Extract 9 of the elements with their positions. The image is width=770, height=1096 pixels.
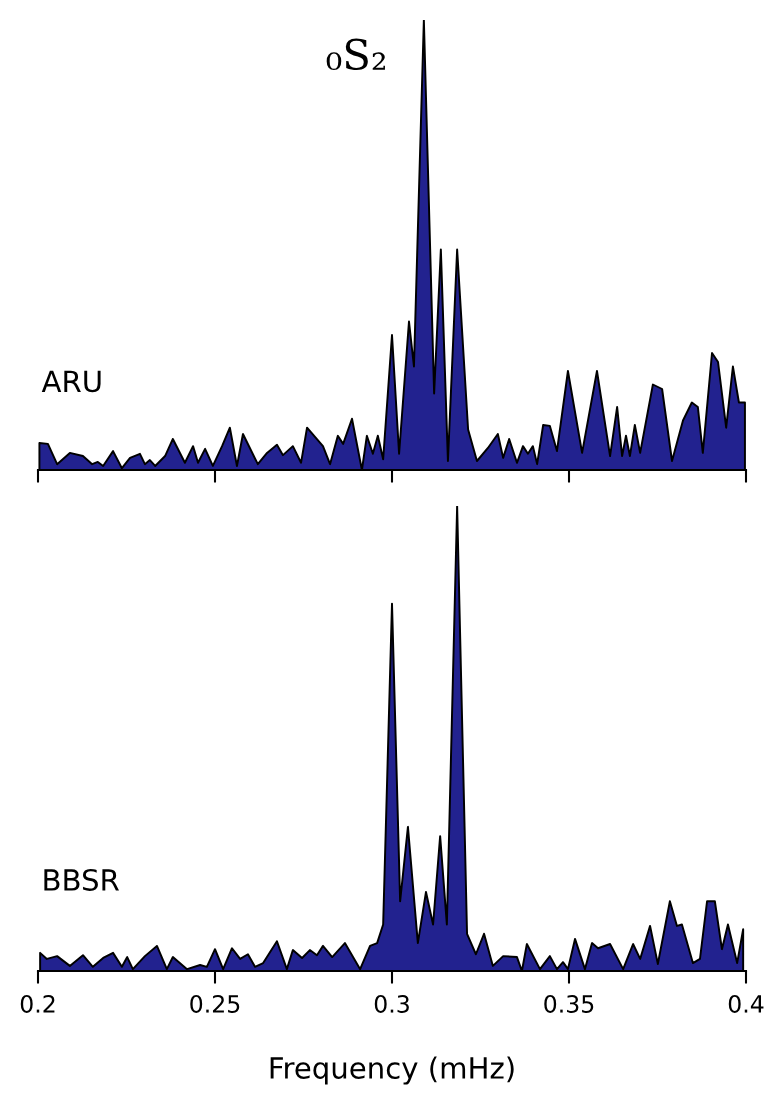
chart-title: ₀S₂ (326, 38, 385, 71)
x-axis-title: Frequency (mHz) (270, 1056, 514, 1085)
text: BBSR (44, 868, 119, 891)
x-tick-label: 0.2 (20, 995, 55, 1013)
x-tick-label: 0.25 (190, 995, 240, 1013)
x-tick-label: 0.35 (544, 995, 594, 1013)
x-tick-label: 0.4 (728, 995, 764, 1013)
x-tick-label: 0.3 (374, 995, 409, 1013)
series-label: ARU (41, 370, 101, 393)
